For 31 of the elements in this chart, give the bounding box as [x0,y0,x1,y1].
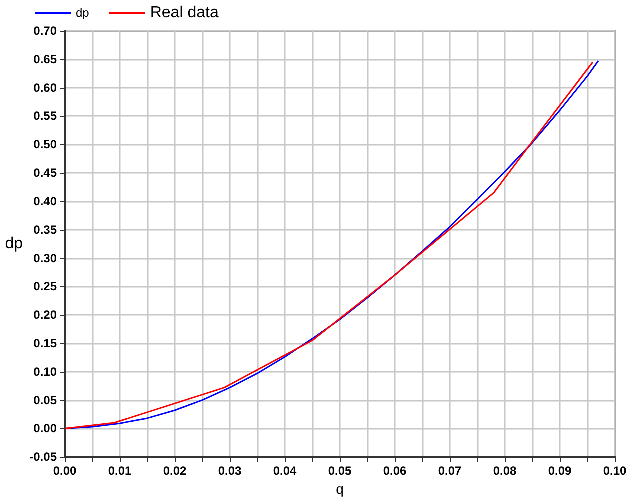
x-tick-label: 0.05 [328,464,352,478]
legend-label: Real data [150,4,219,22]
y-tick-label: 0.40 [34,194,58,208]
x-tick-label: 0.06 [383,464,407,478]
x-tick-label: 0.03 [218,464,242,478]
x-axis-title: q [336,481,344,497]
x-tick-label: 0.01 [108,464,132,478]
x-tick-label: 0.09 [548,464,572,478]
x-tick-label: 0.07 [438,464,462,478]
y-tick-label: 0.70 [34,24,58,38]
y-tick-label: 0.00 [34,422,58,436]
y-tick-label: 0.20 [34,308,58,322]
y-tick-label: 0.10 [34,364,58,379]
x-tick-label: 0.02 [163,464,187,478]
y-tick-label: 0.35 [34,222,58,237]
y-tick-label: 0.30 [34,251,58,266]
y-tick-label: -0.05 [30,450,58,464]
y-tick-label: 0.15 [34,336,58,350]
x-tick-label: 0.08 [493,464,517,478]
x-tick-label: 0.00 [53,464,77,478]
y-tick-label: 0.50 [34,138,58,152]
x-tick-label: 0.04 [273,464,297,478]
y-tick-label: 0.60 [34,80,58,95]
y-tick-label: 0.65 [34,52,58,66]
y-tick-label: 0.55 [34,109,58,124]
y-tick-label: 0.05 [34,393,58,408]
y-axis-title: dp [5,236,24,253]
y-tick-label: 0.45 [34,166,58,180]
legend-label: dp [76,6,90,20]
x-tick-label: 0.10 [603,464,627,478]
y-tick-label: 0.25 [34,280,58,294]
